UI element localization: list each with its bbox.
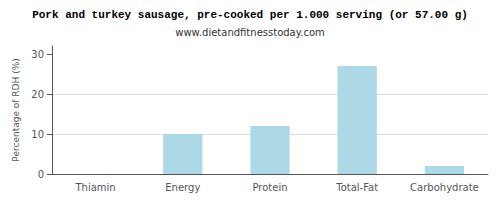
svg-text:www.dietandfitnesstoday.com: www.dietandfitnesstoday.com xyxy=(175,27,324,38)
svg-text:10: 10 xyxy=(31,129,44,140)
svg-text:Thiamin: Thiamin xyxy=(74,182,115,193)
svg-text:Carbohydrate: Carbohydrate xyxy=(410,182,479,193)
svg-text:0: 0 xyxy=(38,169,44,180)
svg-text:Percentage of RDH (%): Percentage of RDH (%) xyxy=(11,58,21,161)
svg-text:Protein: Protein xyxy=(252,182,287,193)
svg-text:Total-Fat: Total-Fat xyxy=(335,182,378,193)
svg-text:20: 20 xyxy=(31,89,44,100)
svg-text:Pork and turkey sausage, pre-c: Pork and turkey sausage, pre-cooked per … xyxy=(32,9,468,21)
svg-text:30: 30 xyxy=(31,49,44,60)
svg-text:Energy: Energy xyxy=(165,182,200,193)
